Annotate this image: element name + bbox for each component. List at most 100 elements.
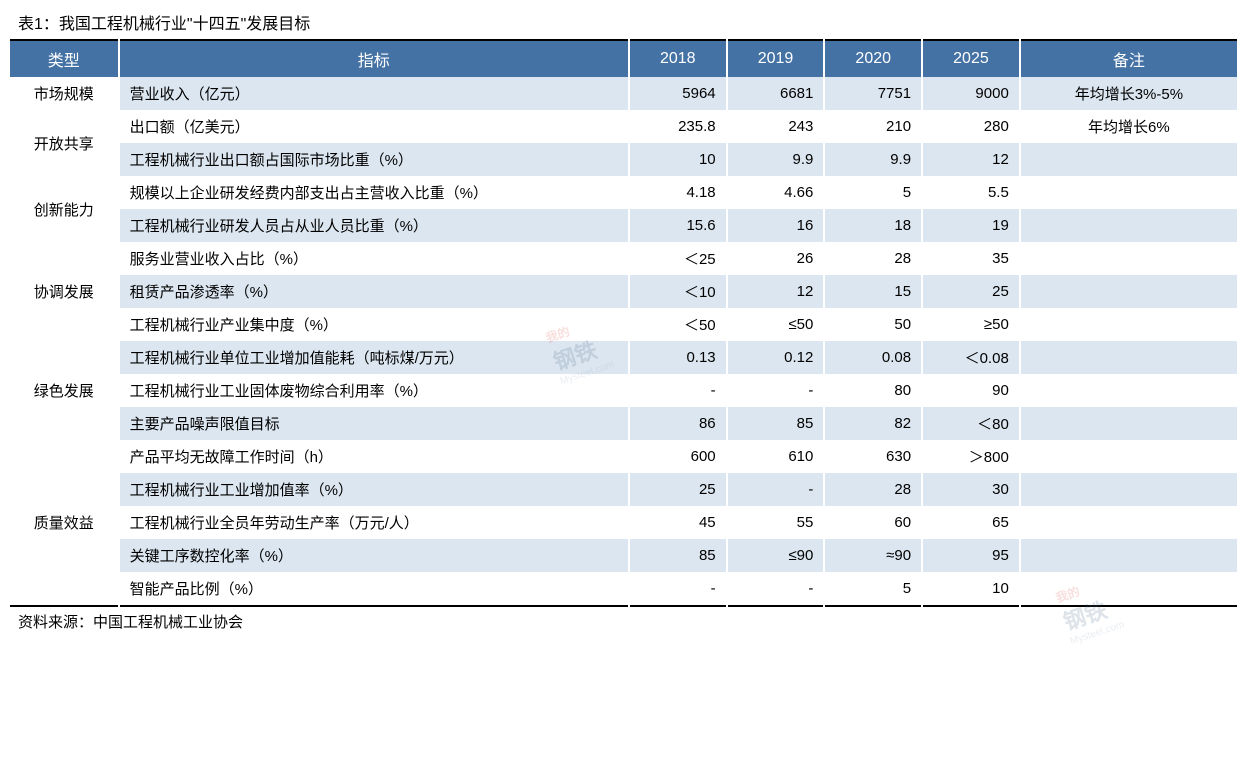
value-cell: ≤90 (727, 539, 825, 572)
indicator-cell: 工程机械行业出口额占国际市场比重（%） (119, 143, 629, 176)
value-cell: 4.66 (727, 176, 825, 209)
indicator-cell: 产品平均无故障工作时间（h） (119, 440, 629, 473)
table-row: 工程机械行业产业集中度（%）＜50≤5050≥50 (10, 308, 1237, 341)
value-cell: 85 (727, 407, 825, 440)
table-row: 主要产品噪声限值目标868582＜80 (10, 407, 1237, 440)
value-cell: - (727, 572, 825, 606)
table-row: 协调发展服务业营业收入占比（%）＜25262835 (10, 242, 1237, 275)
header-indicator: 指标 (119, 40, 629, 77)
value-cell: 12 (727, 275, 825, 308)
value-cell: 0.12 (727, 341, 825, 374)
value-cell: 7751 (824, 77, 922, 110)
table-row: 关键工序数控化率（%）85≤90≈9095 (10, 539, 1237, 572)
table-row: 创新能力规模以上企业研发经费内部支出占主营收入比重（%）4.184.6655.5 (10, 176, 1237, 209)
header-2025: 2025 (922, 40, 1020, 77)
value-cell: 10 (922, 572, 1020, 606)
table-row: 开放共享出口额（亿美元）235.8243210280年均增长6% (10, 110, 1237, 143)
header-note: 备注 (1020, 40, 1237, 77)
value-cell: ≥50 (922, 308, 1020, 341)
indicator-cell: 工程机械行业单位工业增加值能耗（吨标煤/万元） (119, 341, 629, 374)
header-2019: 2019 (727, 40, 825, 77)
value-cell: 90 (922, 374, 1020, 407)
table-row: 工程机械行业工业增加值率（%）25-2830 (10, 473, 1237, 506)
header-2018: 2018 (629, 40, 727, 77)
type-cell: 创新能力 (10, 176, 119, 242)
value-cell: 0.13 (629, 341, 727, 374)
note-cell (1020, 572, 1237, 606)
note-cell (1020, 341, 1237, 374)
header-row: 类型 指标 2018 2019 2020 2025 备注 (10, 40, 1237, 77)
type-cell: 质量效益 (10, 440, 119, 606)
value-cell: 280 (922, 110, 1020, 143)
note-cell: 年均增长6% (1020, 110, 1237, 143)
indicator-cell: 工程机械行业工业固体废物综合利用率（%） (119, 374, 629, 407)
note-cell (1020, 440, 1237, 473)
indicator-cell: 关键工序数控化率（%） (119, 539, 629, 572)
value-cell: ＜80 (922, 407, 1020, 440)
indicator-cell: 工程机械行业产业集中度（%） (119, 308, 629, 341)
table-row: 工程机械行业出口额占国际市场比重（%）109.99.912 (10, 143, 1237, 176)
value-cell: 5 (824, 176, 922, 209)
value-cell: 235.8 (629, 110, 727, 143)
note-cell (1020, 374, 1237, 407)
value-cell: 12 (922, 143, 1020, 176)
indicator-cell: 出口额（亿美元） (119, 110, 629, 143)
value-cell: ＜50 (629, 308, 727, 341)
value-cell: 30 (922, 473, 1020, 506)
value-cell: ＞800 (922, 440, 1020, 473)
header-type: 类型 (10, 40, 119, 77)
indicator-cell: 租赁产品渗透率（%） (119, 275, 629, 308)
value-cell: 25 (629, 473, 727, 506)
note-cell (1020, 473, 1237, 506)
value-cell: 86 (629, 407, 727, 440)
type-cell: 市场规模 (10, 77, 119, 110)
indicator-cell: 工程机械行业工业增加值率（%） (119, 473, 629, 506)
value-cell: ＜25 (629, 242, 727, 275)
value-cell: 9.9 (727, 143, 825, 176)
table-row: 市场规模营业收入（亿元）5964668177519000年均增长3%-5% (10, 77, 1237, 110)
value-cell: 10 (629, 143, 727, 176)
value-cell: 28 (824, 242, 922, 275)
indicator-cell: 智能产品比例（%） (119, 572, 629, 606)
note-cell (1020, 143, 1237, 176)
note-cell (1020, 539, 1237, 572)
note-cell (1020, 275, 1237, 308)
indicator-cell: 工程机械行业全员年劳动生产率（万元/人） (119, 506, 629, 539)
table-title: 表1：我国工程机械行业"十四五"发展目标 (10, 10, 1237, 34)
note-cell (1020, 308, 1237, 341)
value-cell: 95 (922, 539, 1020, 572)
indicator-cell: 主要产品噪声限值目标 (119, 407, 629, 440)
note-cell (1020, 506, 1237, 539)
note-cell (1020, 242, 1237, 275)
value-cell: 45 (629, 506, 727, 539)
value-cell: 25 (922, 275, 1020, 308)
type-cell: 开放共享 (10, 110, 119, 176)
type-cell: 绿色发展 (10, 341, 119, 440)
value-cell: ＜10 (629, 275, 727, 308)
value-cell: - (727, 374, 825, 407)
type-cell: 协调发展 (10, 242, 119, 341)
value-cell: 630 (824, 440, 922, 473)
data-table: 类型 指标 2018 2019 2020 2025 备注 市场规模营业收入（亿元… (10, 39, 1237, 607)
value-cell: 210 (824, 110, 922, 143)
value-cell: 60 (824, 506, 922, 539)
note-cell (1020, 407, 1237, 440)
value-cell: 6681 (727, 77, 825, 110)
value-cell: 26 (727, 242, 825, 275)
table-row: 质量效益产品平均无故障工作时间（h）600610630＞800 (10, 440, 1237, 473)
value-cell: 5.5 (922, 176, 1020, 209)
value-cell: ＜0.08 (922, 341, 1020, 374)
table-row: 智能产品比例（%）--510 (10, 572, 1237, 606)
value-cell: 16 (727, 209, 825, 242)
value-cell: 18 (824, 209, 922, 242)
note-cell (1020, 209, 1237, 242)
value-cell: 9.9 (824, 143, 922, 176)
table-row: 租赁产品渗透率（%）＜10121525 (10, 275, 1237, 308)
value-cell: 600 (629, 440, 727, 473)
value-cell: 85 (629, 539, 727, 572)
table-row: 工程机械行业研发人员占从业人员比重（%）15.6161819 (10, 209, 1237, 242)
header-2020: 2020 (824, 40, 922, 77)
value-cell: 15 (824, 275, 922, 308)
value-cell: 28 (824, 473, 922, 506)
value-cell: 610 (727, 440, 825, 473)
